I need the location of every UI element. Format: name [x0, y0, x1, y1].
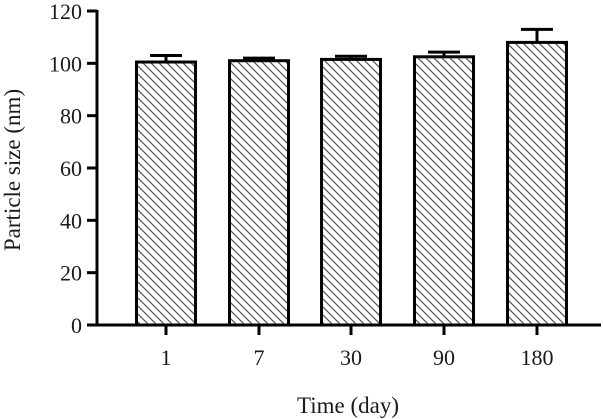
y-ticks-group: 0 20 40 60 80 100 120	[49, 0, 97, 338]
bar-90	[413, 55, 475, 327]
error-bar-1	[150, 53, 182, 63]
y-tick-label-0: 0	[71, 313, 82, 338]
bar-30	[320, 57, 382, 327]
x-tick-label-180: 180	[521, 345, 554, 370]
y-tick-label-60: 60	[60, 156, 82, 181]
y-tick-label-100: 100	[49, 51, 82, 76]
bars-group	[135, 40, 568, 327]
y-tick-label-40: 40	[60, 208, 82, 233]
y-tick-label-20: 20	[60, 261, 82, 286]
x-ticks-group: 1 7 30 90 180	[161, 325, 554, 370]
x-tick-label-90: 90	[433, 345, 455, 370]
bar-7	[228, 59, 290, 327]
y-tick-label-120: 120	[49, 0, 82, 24]
bar-180	[506, 40, 568, 327]
error-bars-group	[150, 27, 553, 63]
y-axis-label: Particle size (nm)	[0, 89, 25, 251]
error-bar-90	[428, 50, 460, 57]
error-bar-7	[243, 56, 275, 61]
x-axis-label: Time (day)	[297, 393, 399, 418]
x-tick-label-1: 1	[161, 345, 172, 370]
error-bar-30	[335, 54, 367, 60]
x-tick-label-7: 7	[254, 345, 265, 370]
y-tick-label-80: 80	[60, 104, 82, 129]
bar-1	[135, 60, 197, 327]
error-bar-180	[521, 27, 553, 43]
x-tick-label-30: 30	[340, 345, 362, 370]
